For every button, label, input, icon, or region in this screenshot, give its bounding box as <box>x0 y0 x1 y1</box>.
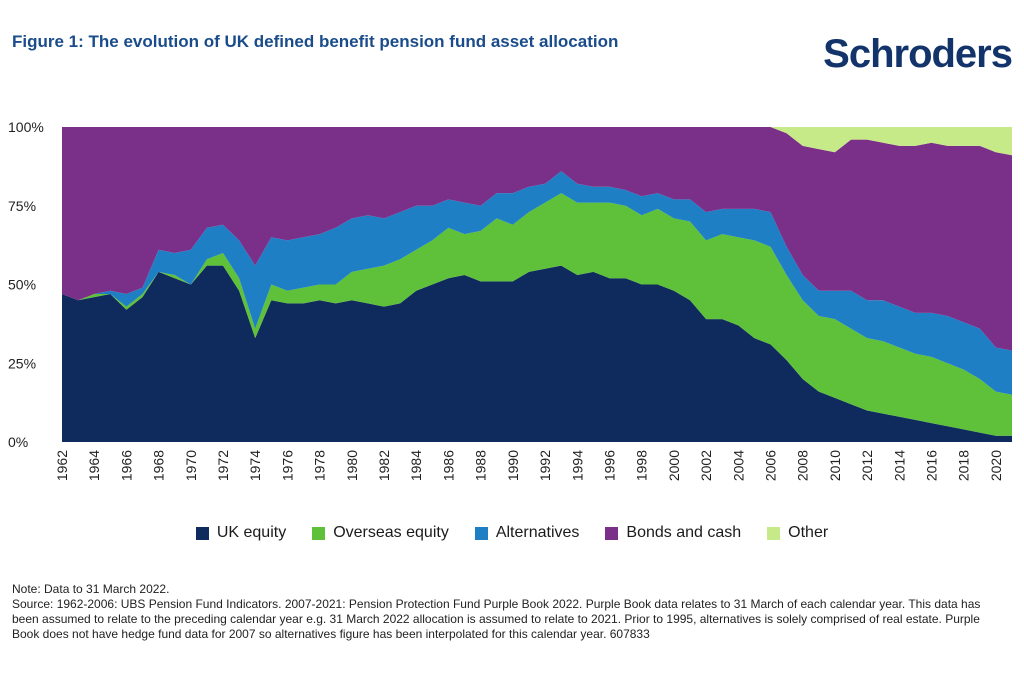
legend-label-alternatives: Alternatives <box>495 524 580 541</box>
note-source: Source: 1962-2006: UBS Pension Fund Indi… <box>12 597 981 641</box>
x-tick-label: 2002 <box>698 450 714 481</box>
legend-item-other: Other <box>767 524 828 542</box>
legend-swatch-other <box>767 526 781 540</box>
chart-title: Figure 1: The evolution of UK defined be… <box>12 32 619 51</box>
x-tick-label: 2004 <box>730 450 746 481</box>
schroders-logo: Schroders <box>823 32 1013 76</box>
area-bonds-cash <box>62 127 1012 351</box>
x-tick-label: 2000 <box>666 450 682 481</box>
x-tick-label: 2018 <box>956 450 972 481</box>
legend: UK equity Overseas equity Alternatives B… <box>0 524 1024 542</box>
legend-swatch-overseas-equity <box>312 526 326 540</box>
x-tick-label: 1974 <box>247 450 263 481</box>
x-tick-label: 1968 <box>151 450 167 481</box>
x-tick-label: 1992 <box>537 450 553 481</box>
legend-item-uk-equity: UK equity <box>195 524 287 542</box>
x-tick-label: 2014 <box>891 450 907 481</box>
legend-label-overseas-equity: Overseas equity <box>333 524 449 541</box>
area-series-group <box>62 127 1012 442</box>
y-tick-label: 75% <box>8 198 36 214</box>
x-axis: 1962 1964 1966 1968 1970 1972 1974 1976 1978 1980… <box>54 450 1004 481</box>
legend-label-uk-equity: UK equity <box>216 524 287 541</box>
footnotes: Note: Data to 31 March 2022. Source: 196… <box>12 582 1002 642</box>
x-tick-label: 1976 <box>279 450 295 481</box>
x-tick-label: 1962 <box>54 450 70 481</box>
x-tick-label: 1986 <box>440 450 456 481</box>
x-tick-label: 1980 <box>344 450 360 481</box>
x-tick-label: 2012 <box>859 450 875 481</box>
x-tick-label: 1990 <box>505 450 521 481</box>
y-tick-label: 50% <box>8 277 36 293</box>
area-alternatives <box>62 171 1012 395</box>
area-other <box>62 127 1012 156</box>
x-tick-label: 1994 <box>569 450 585 481</box>
x-tick-label: 2008 <box>795 450 811 481</box>
x-tick-label: 2020 <box>988 450 1004 481</box>
legend-label-other: Other <box>788 524 829 541</box>
y-tick-label: 100% <box>8 119 44 135</box>
x-tick-label: 1996 <box>601 450 617 481</box>
note-date: Note: Data to 31 March 2022. <box>12 582 170 596</box>
legend-item-bonds-cash: Bonds and cash <box>605 524 741 542</box>
x-tick-label: 1964 <box>86 450 102 481</box>
legend-swatch-uk-equity <box>195 526 209 540</box>
area-uk-equity <box>62 265 1012 442</box>
stacked-area-chart: 0% 25% 50% 75% 100% 1962 1964 1966 1968 1970 1972… <box>8 119 1012 481</box>
legend-swatch-bonds-cash <box>605 526 619 540</box>
x-tick-label: 1966 <box>118 450 134 481</box>
x-tick-label: 1970 <box>183 450 199 481</box>
legend-item-overseas-equity: Overseas equity <box>312 524 449 542</box>
y-tick-label: 0% <box>8 434 28 450</box>
x-tick-label: 1978 <box>312 450 328 481</box>
x-tick-label: 2016 <box>923 450 939 481</box>
y-axis: 0% 25% 50% 75% 100% <box>8 119 44 450</box>
x-tick-label: 2006 <box>762 450 778 481</box>
x-tick-label: 1988 <box>473 450 489 481</box>
x-tick-label: 1998 <box>634 450 650 481</box>
legend-label-bonds-cash: Bonds and cash <box>626 524 742 541</box>
legend-swatch-alternatives <box>474 526 488 540</box>
x-tick-label: 1984 <box>408 450 424 481</box>
legend-item-alternatives: Alternatives <box>474 524 580 542</box>
y-tick-label: 25% <box>8 355 36 371</box>
x-tick-label: 2010 <box>827 450 843 481</box>
x-tick-label: 1972 <box>215 450 231 481</box>
x-tick-label: 1982 <box>376 450 392 481</box>
area-overseas-equity <box>62 193 1012 436</box>
